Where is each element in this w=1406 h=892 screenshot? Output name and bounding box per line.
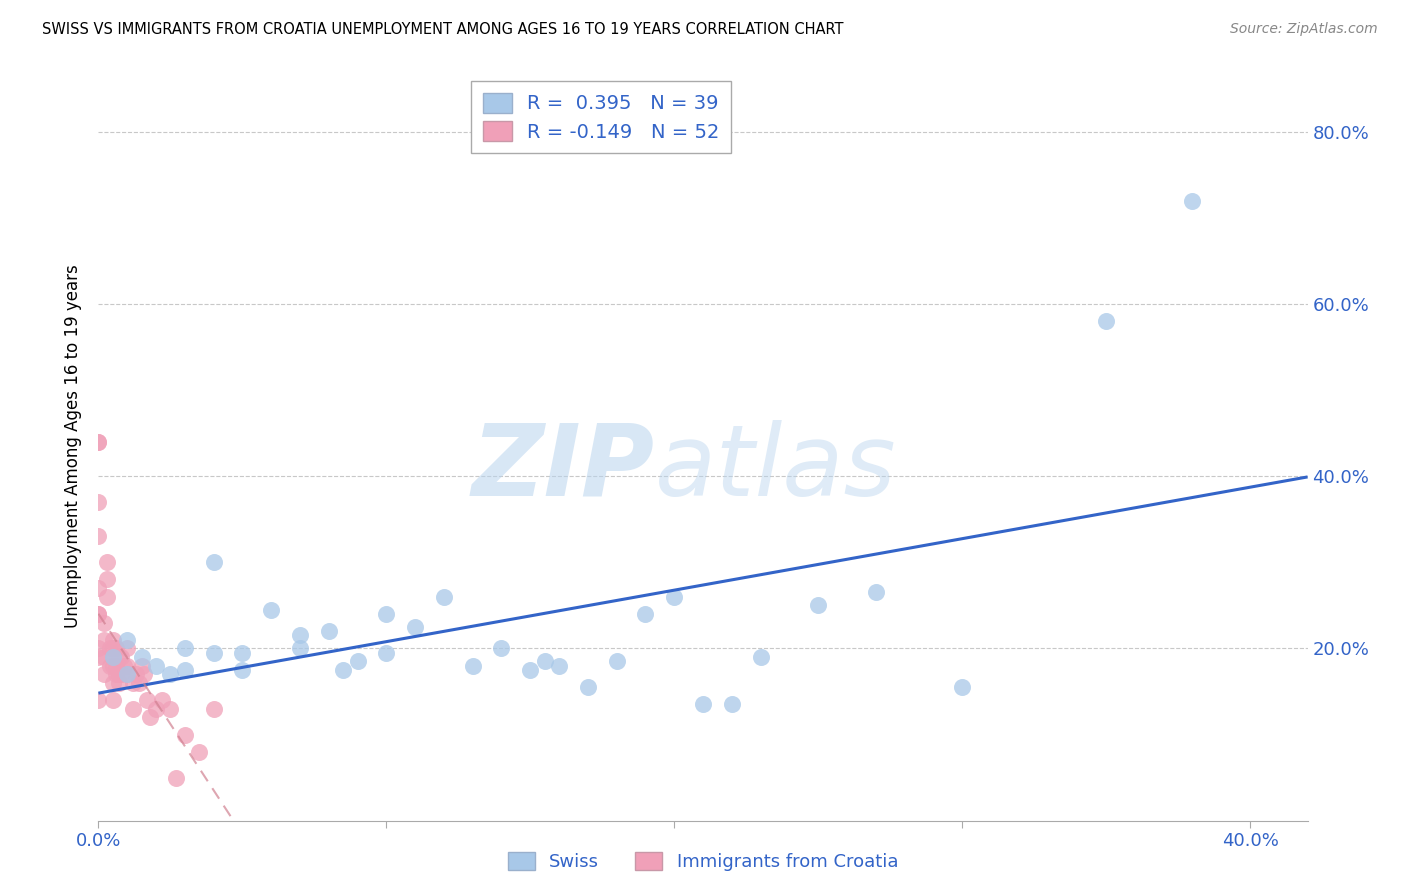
Point	[260, 602, 283, 616]
Point	[950, 680, 973, 694]
Point	[1095, 314, 1118, 328]
Point	[96, 590, 118, 604]
Point	[107, 667, 129, 681]
Point	[93, 615, 115, 630]
Point	[1181, 194, 1204, 208]
Point	[404, 620, 426, 634]
Point	[101, 650, 124, 665]
Point	[101, 641, 124, 656]
Point	[720, 698, 742, 712]
Point	[634, 607, 657, 621]
Point	[112, 658, 135, 673]
Point	[128, 676, 150, 690]
Point	[332, 663, 354, 677]
Point	[115, 641, 138, 656]
Point	[173, 641, 195, 656]
Point	[107, 676, 129, 690]
Point	[202, 646, 225, 660]
Legend: R =  0.395   N = 39, R = -0.149   N = 52: R = 0.395 N = 39, R = -0.149 N = 52	[471, 81, 731, 153]
Text: atlas: atlas	[655, 420, 896, 517]
Text: SWISS VS IMMIGRANTS FROM CROATIA UNEMPLOYMENT AMONG AGES 16 TO 19 YEARS CORRELAT: SWISS VS IMMIGRANTS FROM CROATIA UNEMPLO…	[42, 22, 844, 37]
Point	[231, 646, 253, 660]
Point	[433, 590, 456, 604]
Y-axis label: Unemployment Among Ages 16 to 19 years: Unemployment Among Ages 16 to 19 years	[65, 264, 83, 628]
Point	[346, 654, 368, 668]
Point	[101, 676, 124, 690]
Point	[231, 663, 253, 677]
Point	[101, 658, 124, 673]
Point	[104, 641, 127, 656]
Point	[101, 632, 124, 647]
Point	[115, 667, 138, 681]
Point	[491, 641, 513, 656]
Point	[375, 646, 398, 660]
Point	[692, 698, 714, 712]
Point	[87, 495, 110, 509]
Point	[87, 607, 110, 621]
Point	[576, 680, 599, 694]
Point	[87, 434, 110, 449]
Point	[93, 632, 115, 647]
Point	[96, 573, 118, 587]
Point	[107, 650, 129, 665]
Point	[93, 667, 115, 681]
Point	[87, 581, 110, 595]
Point	[93, 650, 115, 665]
Point	[101, 693, 124, 707]
Point	[122, 701, 145, 715]
Point	[145, 658, 167, 673]
Point	[87, 693, 110, 707]
Point	[110, 667, 132, 681]
Point	[533, 654, 555, 668]
Point	[110, 650, 132, 665]
Legend: Swiss, Immigrants from Croatia: Swiss, Immigrants from Croatia	[501, 845, 905, 879]
Point	[159, 667, 181, 681]
Point	[131, 658, 153, 673]
Point	[139, 710, 162, 724]
Point	[749, 650, 772, 665]
Point	[98, 658, 121, 673]
Point	[87, 529, 110, 543]
Point	[519, 663, 541, 677]
Point	[173, 727, 195, 741]
Point	[461, 658, 484, 673]
Point	[807, 599, 830, 613]
Point	[375, 607, 398, 621]
Point	[173, 663, 195, 677]
Point	[87, 650, 110, 665]
Text: Source: ZipAtlas.com: Source: ZipAtlas.com	[1230, 22, 1378, 37]
Point	[664, 590, 686, 604]
Point	[202, 555, 225, 569]
Point	[159, 701, 181, 715]
Point	[865, 585, 887, 599]
Text: ZIP: ZIP	[471, 420, 655, 517]
Point	[115, 667, 138, 681]
Point	[101, 650, 124, 665]
Point	[288, 628, 311, 642]
Point	[122, 676, 145, 690]
Point	[104, 658, 127, 673]
Point	[115, 632, 138, 647]
Point	[87, 434, 110, 449]
Point	[134, 667, 156, 681]
Point	[104, 667, 127, 681]
Point	[150, 693, 173, 707]
Point	[87, 607, 110, 621]
Point	[87, 641, 110, 656]
Point	[145, 701, 167, 715]
Point	[548, 658, 571, 673]
Point	[136, 693, 159, 707]
Point	[318, 624, 340, 639]
Point	[202, 701, 225, 715]
Point	[606, 654, 628, 668]
Point	[98, 641, 121, 656]
Point	[125, 667, 148, 681]
Point	[165, 771, 187, 785]
Point	[188, 745, 211, 759]
Point	[115, 658, 138, 673]
Point	[96, 555, 118, 569]
Point	[131, 650, 153, 665]
Point	[288, 641, 311, 656]
